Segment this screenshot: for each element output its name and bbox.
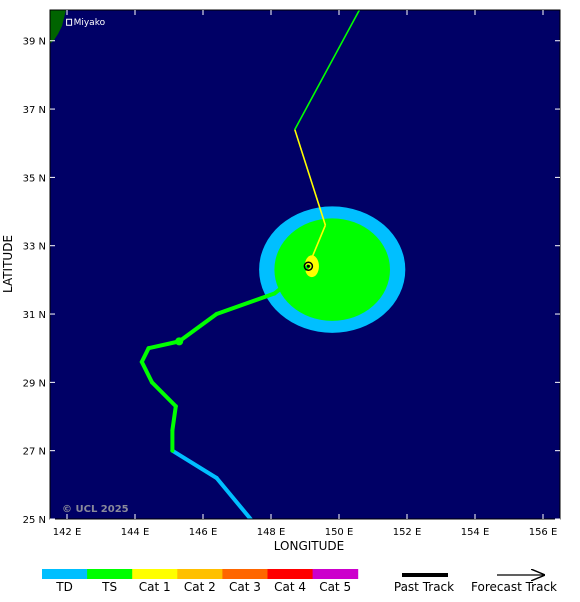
forecast-track (294, 10, 361, 267)
lon-tick-label: 144 E (121, 527, 150, 538)
forecast-track-segment (294, 10, 361, 130)
lat-tick-label: 39 N (23, 37, 46, 48)
lon-tick-label: 148 E (257, 527, 286, 538)
forecast-track-segment (294, 129, 327, 226)
lon-tick-label: 152 E (393, 527, 422, 538)
lat-tick-label: 25 N (23, 515, 46, 526)
legend-swatch-cat5 (312, 569, 359, 579)
legend-label-cat3: Cat 3 (229, 580, 261, 594)
legend-swatch-cat3 (222, 569, 268, 579)
ts-wind-radius (274, 218, 391, 321)
legend-label-ts: TS (101, 580, 117, 594)
legend-swatch-ts (87, 569, 133, 579)
lat-tick-label: 29 N (23, 378, 46, 389)
x-axis-title: LONGITUDE (274, 539, 344, 553)
lat-tick-label: 27 N (23, 447, 46, 458)
coastline-land (50, 10, 66, 44)
past-track-legend-label: Past Track (394, 580, 454, 594)
legend-swatch-cat4 (267, 569, 314, 579)
past-track-segment (272, 264, 311, 296)
lat-tick-label: 31 N (23, 310, 46, 321)
legend-label-cat2: Cat 2 (184, 580, 216, 594)
legend-swatch-td (42, 569, 88, 579)
lon-tick-label: 146 E (189, 527, 218, 538)
plot-frame (49, 9, 561, 520)
past-track-segment (214, 476, 253, 519)
past-track (139, 264, 311, 519)
past-track-segment (170, 448, 219, 481)
past-track-segment (146, 339, 182, 351)
lon-tick-label: 150 E (325, 527, 354, 538)
y-axis-title: LATITUDE (1, 235, 15, 293)
lat-tick-label: 33 N (23, 242, 46, 253)
past-track-position-dot (175, 337, 184, 346)
longitude-ticks: 142 E 144 E 146 E 148 E 150 E 152 E 154 E 156 E (53, 10, 558, 538)
legend-swatch-cat1 (132, 569, 178, 579)
city-label-miyako: Miyako (74, 18, 106, 28)
lon-tick-label: 142 E (53, 527, 82, 538)
legend-label-td: TD (55, 580, 73, 594)
legend-label-cat5: Cat 5 (319, 580, 351, 594)
forecast-track-segment (307, 224, 327, 267)
lat-tick-label: 37 N (23, 105, 46, 116)
forecast-track-legend-label: Forecast Track (471, 580, 557, 594)
lon-tick-label: 156 E (529, 527, 558, 538)
past-track-segment (214, 291, 277, 317)
legend-label-cat4: Cat 4 (274, 580, 306, 594)
legend-label-cat1: Cat 1 (139, 580, 171, 594)
lat-tick-label: 35 N (23, 173, 46, 184)
city-marker (66, 18, 73, 26)
lon-tick-label: 154 E (461, 527, 490, 538)
copyright-text: © UCL 2025 (62, 504, 129, 515)
legend-swatch-cat2 (177, 569, 223, 579)
category-legend: TD TS Cat 1 Cat 2 Cat 3 Cat 4 Cat 5 (42, 569, 359, 594)
past-track-segment (177, 312, 219, 344)
past-track-segment (150, 380, 178, 409)
latitude-ticks: 25 N 27 N 29 N 31 N 33 N 35 N 37 N 39 N (23, 37, 560, 526)
past-track-segment (170, 404, 178, 433)
past-track-segment (139, 359, 154, 385)
storm-center-marker (303, 261, 314, 271)
past-track-segment (139, 346, 151, 364)
